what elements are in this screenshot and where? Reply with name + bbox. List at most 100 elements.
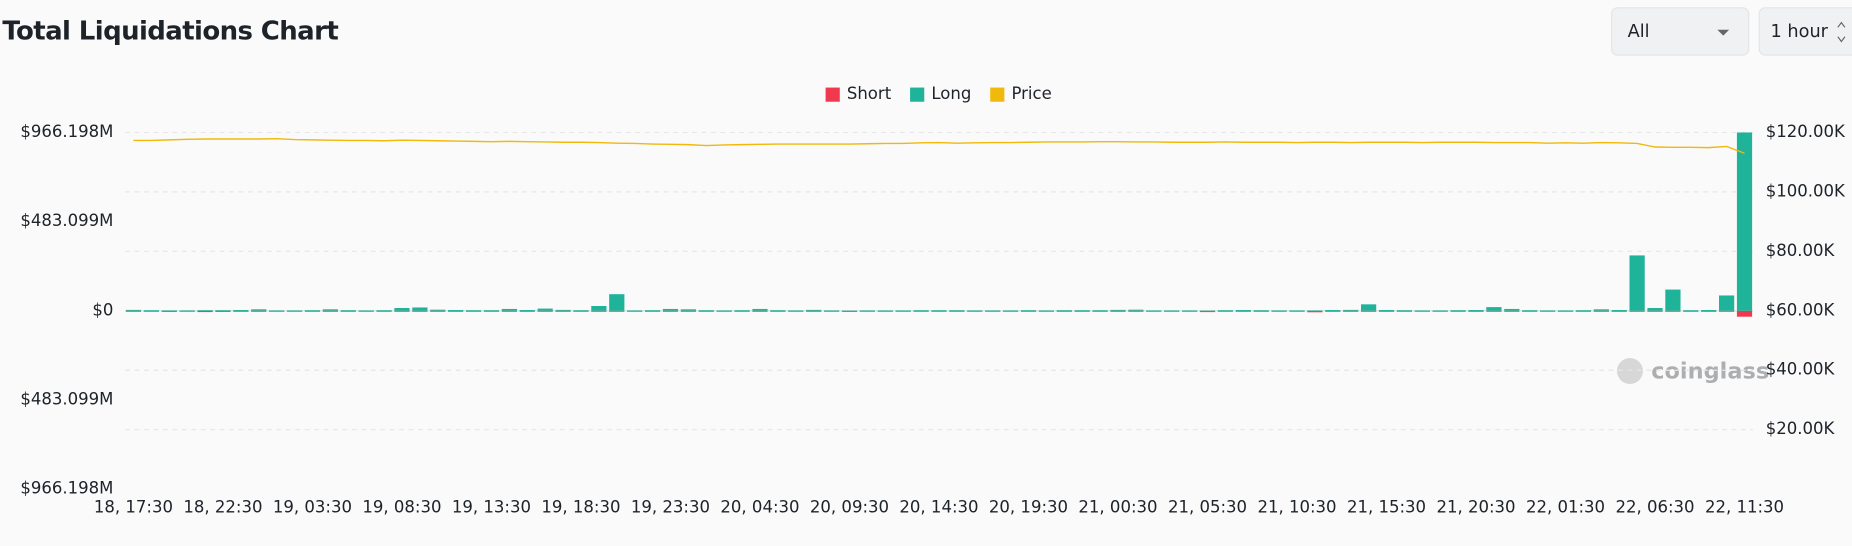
bar [1414,310,1430,312]
bar [1020,310,1037,312]
bar [806,310,822,312]
x-tick-label: 21, 15:30 [1347,498,1426,517]
bar [430,309,446,311]
bar [1378,310,1395,312]
x-tick-label: 19, 18:30 [541,498,620,517]
watermark: coinglass [1616,358,1769,385]
bar [662,308,679,311]
bar [233,310,249,312]
bar [322,310,338,312]
interval-dropdown[interactable] [1758,7,1852,56]
bar [1629,255,1645,311]
bar [519,310,535,312]
bar [1325,310,1341,312]
bar [1110,310,1126,312]
bar [609,310,625,312]
bar [1181,310,1198,312]
bar [197,310,213,312]
x-tick-label: 19, 13:30 [452,498,531,517]
bar [1450,310,1466,312]
bar [1164,310,1180,312]
x-tick-label: 20, 19:30 [989,498,1068,517]
bar [573,310,589,312]
x-tick-label: 21, 05:30 [1168,498,1247,517]
bar [895,310,911,312]
bar [716,310,732,312]
bar [1217,310,1234,312]
bar [698,310,714,312]
y2-tick-label: $40.00K [1766,360,1836,379]
bar [859,310,875,312]
bar [394,308,410,311]
x-tick-label: 21, 00:30 [1078,498,1157,517]
x-tick-label: 19, 08:30 [362,498,441,517]
bar [143,310,159,312]
bar [752,308,768,311]
bar [1038,310,1055,312]
y-tick-label: $966.198M [20,479,113,498]
bar [1647,308,1663,311]
bar [1593,310,1609,312]
bar [591,310,607,312]
bar [125,309,142,311]
bar [752,310,768,312]
bar [322,309,338,311]
bar [1360,310,1377,312]
legend-swatch [910,87,925,102]
bar [1486,307,1502,311]
bar [1217,310,1234,312]
bar [1074,310,1090,312]
bar [448,310,464,312]
bar [1486,310,1502,312]
bar [931,310,947,312]
bar [1450,310,1466,312]
chart-title: Total Liquidations Chart [2,17,338,47]
bar [251,309,267,311]
bar [465,310,482,312]
legend-swatch [990,87,1005,102]
bar [197,310,213,313]
bar [1522,310,1538,312]
x-tick-label: 18, 17:30 [94,498,173,517]
bar [770,310,786,312]
bar [501,308,517,311]
bar [662,310,679,312]
y2-tick-label: $120.00K [1766,122,1846,141]
x-tick-label: 21, 20:30 [1436,498,1515,517]
bar [680,309,696,311]
bar [412,307,428,311]
bar [1504,310,1520,312]
bar [340,310,356,312]
bar [1557,310,1574,312]
bar [394,310,410,312]
bar [967,310,983,312]
y-tick-label: $483.099M [20,211,113,230]
bar [1074,310,1090,312]
bar [913,310,929,312]
x-tick-label: 20, 14:30 [899,498,978,517]
bar [179,310,195,312]
bar [1271,310,1287,312]
filter-dropdown[interactable] [1611,7,1750,56]
legend-swatch [825,87,840,102]
legend-label: Short [847,84,892,103]
bar [125,310,142,312]
bar [1378,310,1395,312]
bar [1665,310,1681,312]
bar [1719,310,1735,312]
bar [1307,310,1323,312]
bar [1736,132,1753,311]
bar [985,310,1001,312]
bar [931,310,947,312]
legend-label: Price [1011,84,1051,103]
bar [1110,309,1126,311]
x-tick-label: 20, 09:30 [810,498,889,517]
bar [1253,310,1269,312]
bar [1683,310,1699,312]
bar [573,310,589,312]
bar [1701,310,1717,312]
bar [591,305,607,311]
bar [609,294,625,311]
y2-tick-label: $80.00K [1766,241,1836,260]
